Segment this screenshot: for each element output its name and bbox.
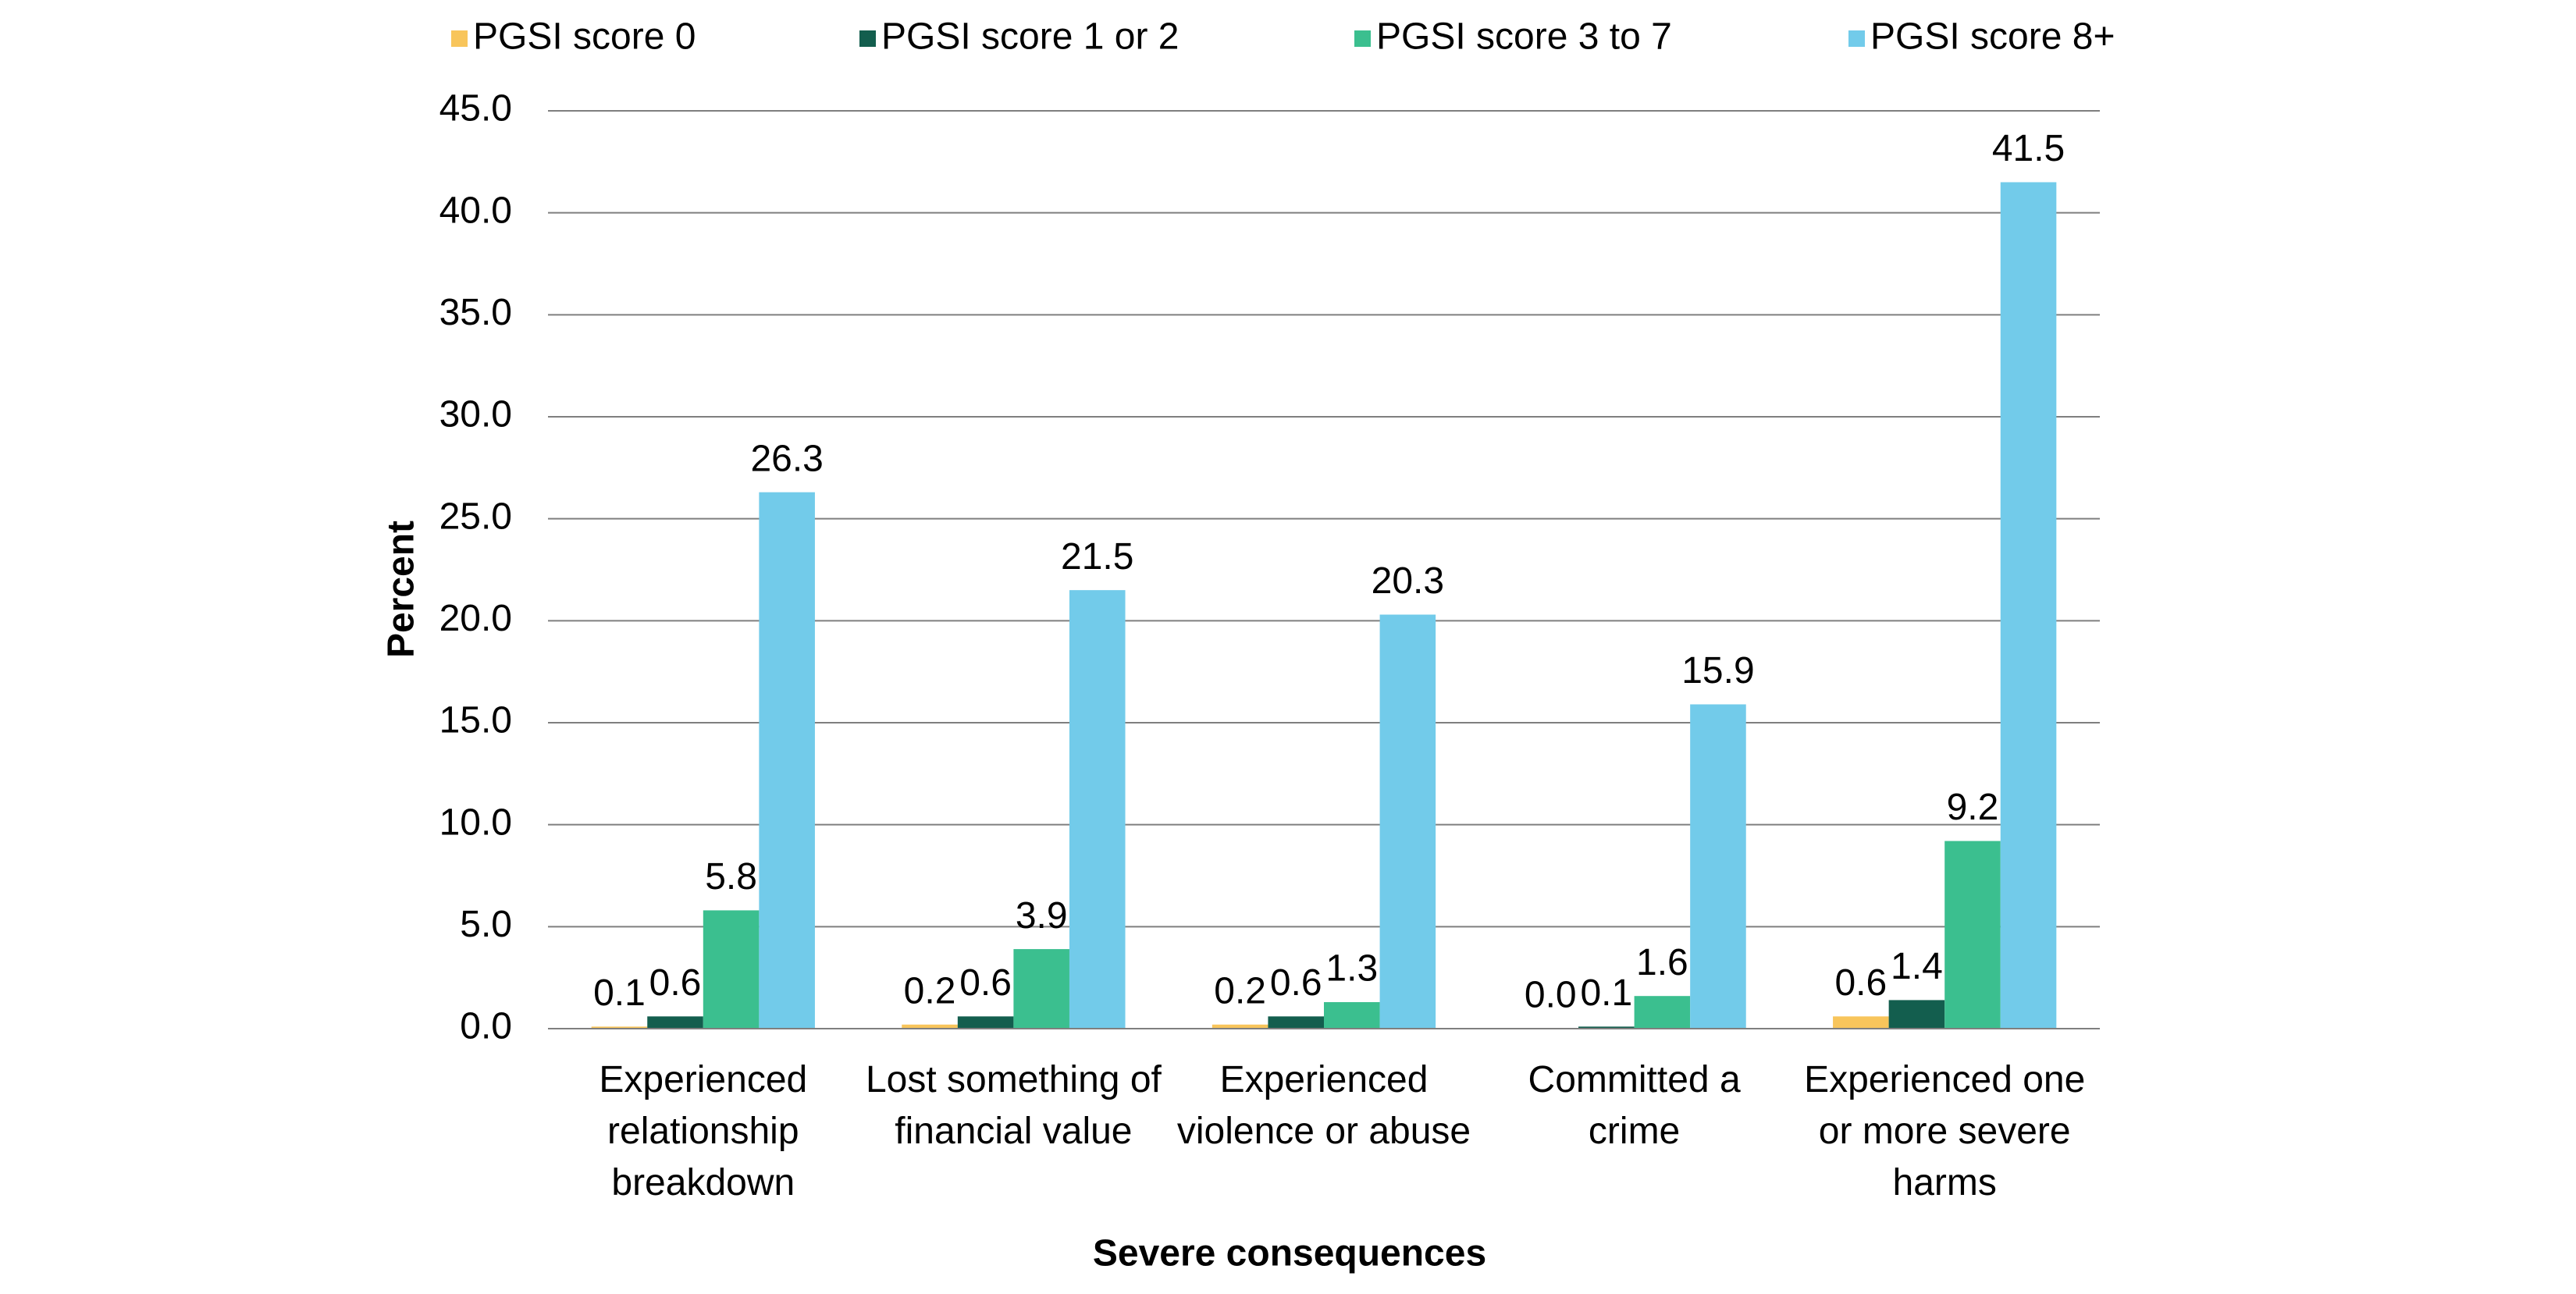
data-label: 1.4	[1891, 946, 1943, 987]
data-label: 0.0	[1525, 975, 1577, 1016]
data-label: 26.3	[750, 438, 823, 479]
bar	[1268, 1016, 1324, 1029]
data-label: 21.5	[1061, 536, 1133, 578]
y-tick-label: 5.0	[460, 904, 512, 945]
data-label: 1.3	[1325, 948, 1378, 990]
y-tick-label: 45.0	[439, 88, 512, 130]
bar	[759, 492, 815, 1029]
bar	[1944, 841, 2001, 1029]
data-label: 0.6	[1834, 962, 1887, 1004]
data-label: 20.3	[1372, 560, 1444, 602]
bar	[902, 1024, 958, 1029]
bar	[1379, 614, 1436, 1029]
y-tick-label: 0.0	[460, 1006, 512, 1047]
data-label: 5.8	[705, 856, 757, 898]
bar	[1833, 1016, 1889, 1029]
data-label: 41.5	[1992, 128, 2065, 169]
bar	[591, 1026, 648, 1029]
data-label: 0.2	[904, 970, 956, 1011]
data-label: 0.2	[1214, 970, 1266, 1011]
data-label: 0.1	[593, 972, 646, 1014]
data-label: 0.6	[649, 962, 702, 1004]
legend-swatch	[451, 30, 468, 47]
y-axis-title: Percent	[381, 521, 422, 658]
bar	[1013, 949, 1069, 1029]
bar	[1212, 1024, 1268, 1029]
x-tick-label: Experienced violence or abuse	[1177, 1059, 1471, 1152]
y-tick-label: 35.0	[439, 292, 512, 333]
legend-label: PGSI score 0	[473, 16, 696, 58]
legend-swatch	[1848, 30, 1865, 47]
y-tick-label: 10.0	[439, 802, 512, 843]
y-tick-label: 15.0	[439, 700, 512, 741]
bar	[1888, 1000, 1945, 1029]
bar	[2000, 182, 2057, 1029]
y-tick-label: 25.0	[439, 496, 512, 537]
bar	[1634, 996, 1691, 1029]
data-label: 0.1	[1580, 972, 1632, 1014]
x-tick-label: Lost something of financial value	[866, 1059, 1162, 1152]
data-label: 15.9	[1681, 650, 1754, 691]
x-tick-label: Experienced relationship breakdown	[599, 1059, 807, 1203]
y-tick-label: 30.0	[439, 394, 512, 435]
legend-label: PGSI score 1 or 2	[881, 16, 1179, 58]
data-label: 3.9	[1016, 895, 1068, 937]
data-label: 0.6	[1270, 962, 1322, 1004]
bar	[703, 910, 760, 1029]
bar	[1578, 1026, 1635, 1029]
bar	[957, 1016, 1014, 1029]
x-axis-title: Severe consequences	[1093, 1233, 1486, 1274]
legend-swatch	[1354, 30, 1371, 47]
y-tick-label: 20.0	[439, 598, 512, 639]
legend-label: PGSI score 3 to 7	[1376, 16, 1672, 58]
bar	[1690, 704, 1746, 1029]
y-tick-label: 40.0	[439, 190, 512, 231]
bar	[1324, 1002, 1380, 1029]
x-tick-label: Experienced one or more severe harms	[1804, 1059, 2085, 1203]
legend-label: PGSI score 8+	[1870, 16, 2115, 58]
data-label: 9.2	[1947, 787, 1999, 828]
x-tick-label: Committed a crime	[1528, 1059, 1741, 1152]
data-label: 0.6	[959, 962, 1012, 1004]
bar	[647, 1016, 703, 1029]
data-label: 1.6	[1636, 942, 1688, 983]
legend-swatch	[859, 30, 876, 47]
bar	[1069, 590, 1126, 1029]
